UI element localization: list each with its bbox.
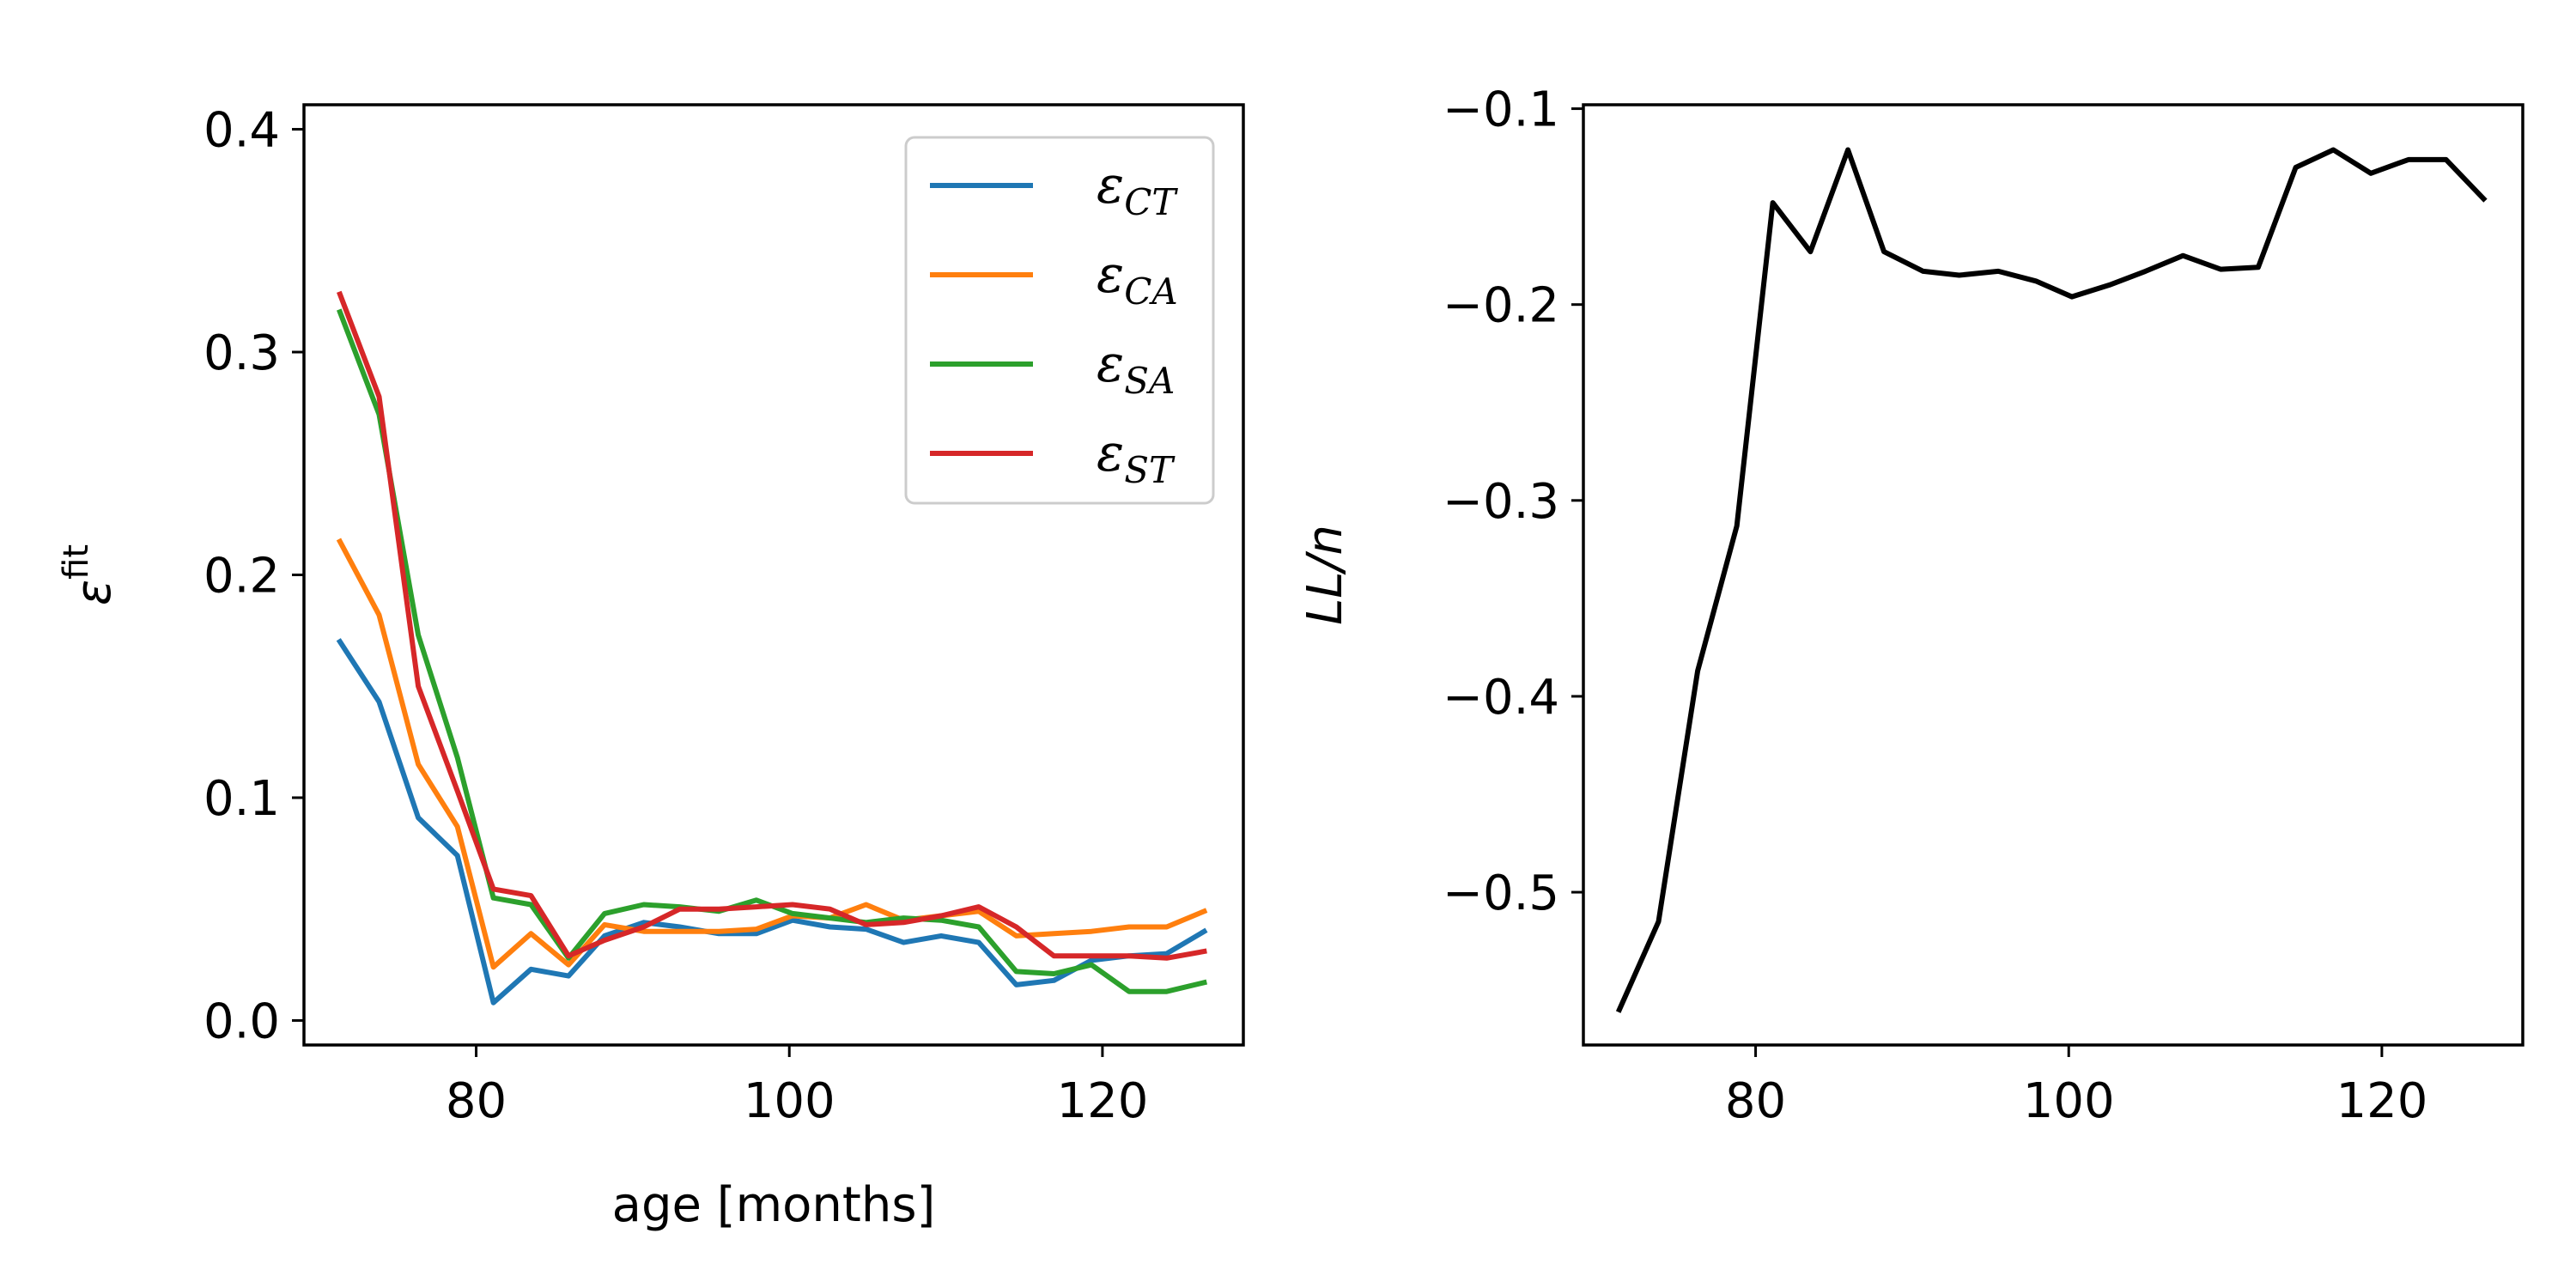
axes-frame xyxy=(1582,103,2524,1047)
y-axis-label: LL/n xyxy=(1297,525,1353,625)
legend-box xyxy=(904,136,1215,505)
y-tick-label: 0.3 xyxy=(204,325,280,381)
y-tick-label: 0.1 xyxy=(204,771,280,827)
series-line-st xyxy=(337,290,1207,961)
legend-label-symbol: ε xyxy=(1097,245,1124,305)
y-tick-label: −0.4 xyxy=(1443,670,1559,726)
legend-label-subscript: SA xyxy=(1124,360,1175,402)
right-chart-panel: 80 100 120 −0.5 −0.4 −0.3 −0.2 −0.1 LL/n xyxy=(1297,82,2524,1129)
y-tick-label: −0.1 xyxy=(1443,82,1559,138)
legend-label: εST xyxy=(1097,423,1176,491)
series-line-ll-0 xyxy=(1615,147,2488,1013)
legend-label: εSA xyxy=(1097,334,1175,402)
y-tick-label: 0.4 xyxy=(204,103,280,159)
legend-label: εCA xyxy=(1097,245,1178,313)
series-line-ct xyxy=(336,638,1208,1005)
legend-label-subscript: CA xyxy=(1124,270,1177,313)
legend-label-subscript: CT xyxy=(1124,181,1178,223)
y-tick-label: 0.2 xyxy=(204,549,280,605)
legend-label-symbol: ε xyxy=(1097,423,1124,483)
legend-label-subscript: ST xyxy=(1124,449,1176,491)
x-tick-label: 100 xyxy=(744,1073,835,1129)
legend-label-symbol: ε xyxy=(1097,155,1124,216)
x-tick-label: 120 xyxy=(2336,1073,2427,1129)
x-tick-label: 80 xyxy=(1725,1073,1786,1129)
y-tick-label: −0.3 xyxy=(1443,474,1559,530)
y-tick-label: −0.2 xyxy=(1443,278,1559,334)
x-tick-label: 80 xyxy=(446,1073,507,1129)
x-tick-label: 100 xyxy=(2023,1073,2115,1129)
x-axis-label: age [months] xyxy=(612,1177,936,1233)
x-tick-label: 120 xyxy=(1056,1073,1148,1129)
y-tick-label: 0.0 xyxy=(204,993,280,1049)
legend-label-symbol: ε xyxy=(1097,334,1124,394)
y-tick-label: −0.5 xyxy=(1443,866,1559,921)
legend-label: εCT xyxy=(1097,155,1178,223)
y-axis-label-superscript: fit xyxy=(57,544,96,580)
series-line-ca xyxy=(336,538,1208,970)
y-axis-label: εfit xyxy=(57,544,122,605)
